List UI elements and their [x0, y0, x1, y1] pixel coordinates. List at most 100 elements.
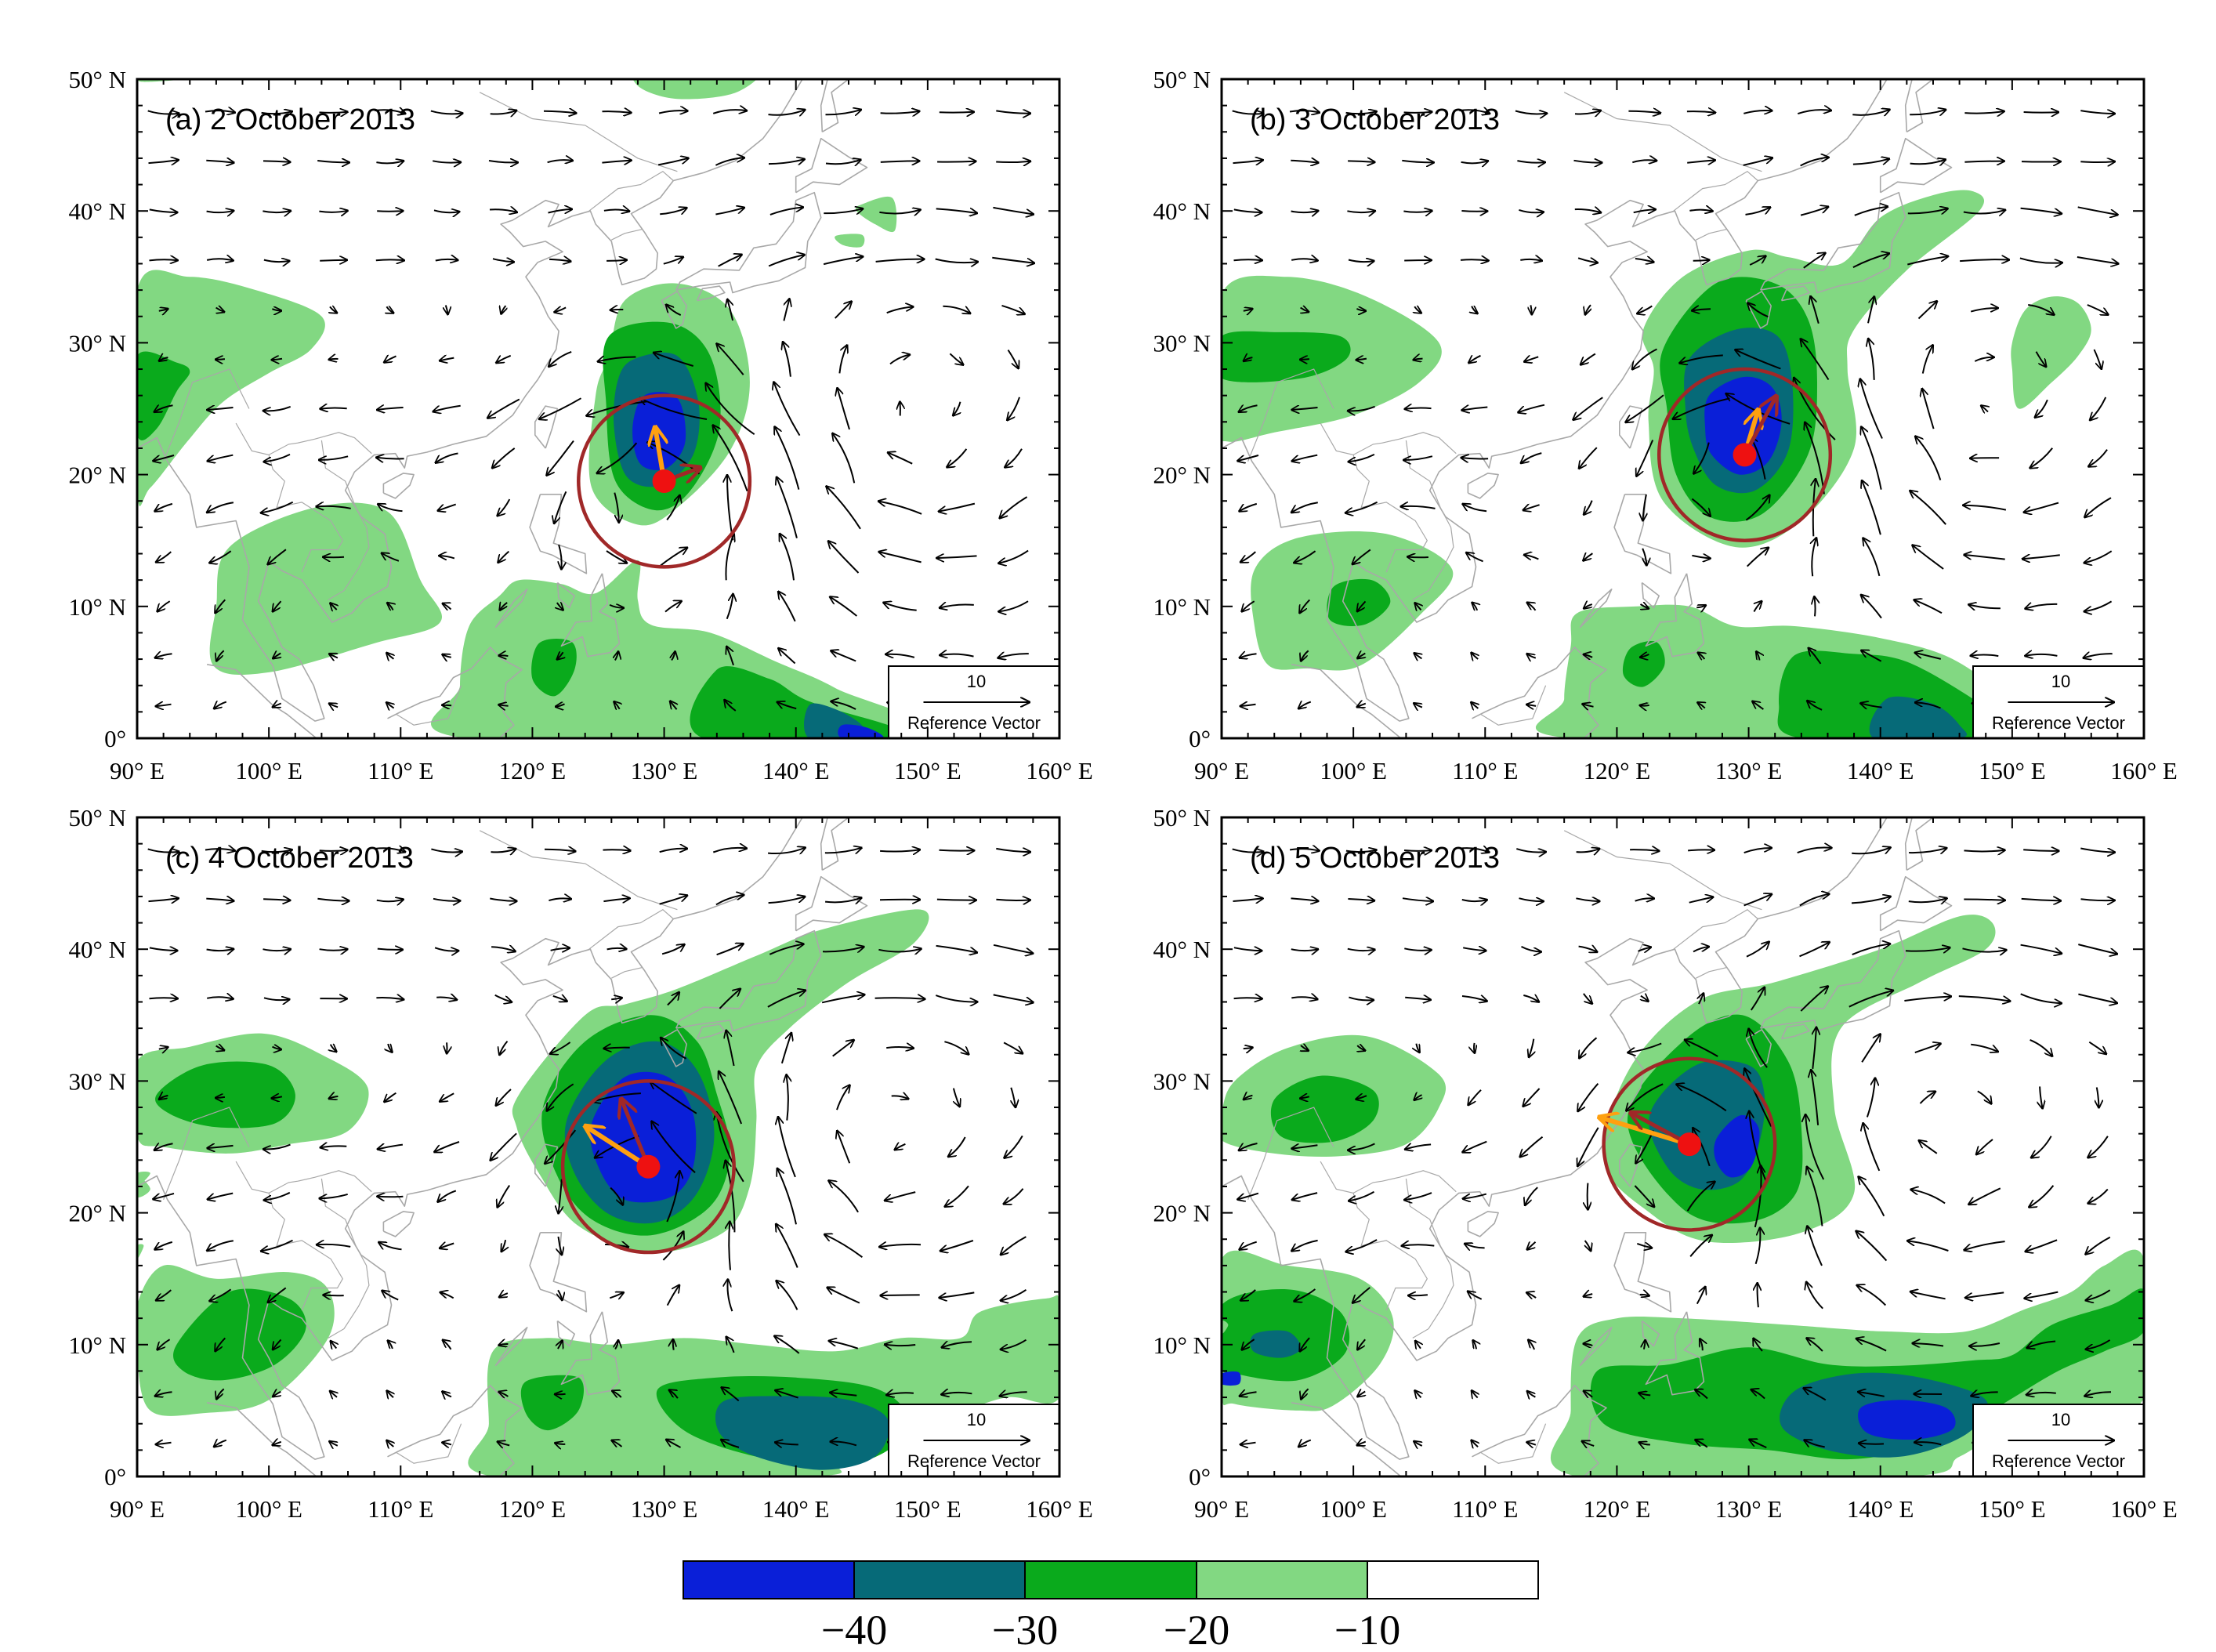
wind-vector	[1240, 705, 1256, 706]
wind-vector	[1001, 304, 1025, 314]
border-line	[396, 1423, 462, 1464]
wind-vector	[1582, 704, 1594, 707]
wind-vector	[268, 549, 287, 564]
lat-tick-label: 30° N	[68, 1067, 126, 1095]
wind-vector	[996, 849, 1030, 852]
wind-vector	[498, 498, 511, 516]
wind-vector	[550, 948, 570, 951]
wind-vector	[378, 504, 403, 513]
wind-vector	[609, 1292, 624, 1298]
panel-title: (c) 4 October 2013	[165, 842, 414, 875]
colorbar-label: −40	[821, 1607, 887, 1652]
wind-vector	[1744, 1068, 1772, 1127]
wind-vector	[1243, 309, 1253, 311]
wind-vector	[433, 899, 460, 901]
wind-vector	[1630, 850, 1659, 851]
coastline	[1759, 191, 1906, 294]
wind-vector	[443, 603, 452, 610]
wind-vector	[1414, 306, 1421, 313]
wind-vector	[263, 260, 290, 262]
wind-vector	[499, 1293, 508, 1297]
wind-vector	[1461, 211, 1487, 212]
wind-vector	[837, 1131, 851, 1164]
lon-tick-label: 110° E	[368, 1495, 433, 1523]
wind-vector	[610, 1186, 623, 1205]
reference-vector-box: 10 Reference Vector	[888, 665, 1060, 739]
wind-vector	[1462, 1140, 1487, 1153]
wind-vector	[1474, 1042, 1475, 1053]
wind-vector	[597, 442, 638, 473]
wind-vector	[944, 1041, 969, 1054]
contour-fill	[835, 234, 865, 248]
coastline	[1780, 285, 1810, 302]
wind-vector	[1526, 705, 1537, 706]
wind-vector	[375, 848, 406, 852]
wind-vector	[1868, 339, 1875, 380]
wind-vector	[2087, 304, 2109, 315]
wind-vector	[1693, 1128, 1711, 1167]
wind-vector	[889, 355, 910, 365]
wind-vector	[1905, 947, 1950, 951]
wind-vector	[940, 1240, 974, 1251]
wind-vector	[1578, 1083, 1599, 1111]
wind-vector	[215, 308, 225, 313]
wind-vector	[719, 989, 740, 1009]
wind-vector	[1357, 1392, 1365, 1397]
border-line	[611, 229, 643, 241]
wind-vector	[205, 110, 235, 112]
coastline	[494, 589, 528, 629]
wind-vector	[824, 848, 862, 853]
wind-vector	[539, 397, 582, 419]
wind-vector	[778, 592, 796, 622]
wind-vector	[158, 600, 171, 611]
wind-vector	[1861, 1034, 1881, 1063]
wind-vector	[1003, 1042, 1023, 1053]
wind-vector	[1468, 1089, 1482, 1105]
wind-vector	[1907, 208, 1948, 213]
wind-vector	[272, 1096, 283, 1098]
wind-vector	[386, 702, 394, 708]
wind-vector	[1584, 1344, 1593, 1346]
wind-vector	[1907, 256, 1948, 266]
lon-tick-label: 120° E	[1584, 757, 1651, 784]
wind-vector	[1743, 110, 1772, 114]
wind-vector	[2084, 1392, 2112, 1396]
wind-vector	[215, 599, 226, 613]
wind-vector	[148, 898, 179, 901]
wind-vector	[775, 1443, 798, 1445]
wind-vector	[272, 309, 281, 310]
wind-vector	[552, 996, 567, 1002]
wind-vector	[614, 492, 619, 523]
wind-vector	[331, 1045, 337, 1052]
wind-vector	[777, 1281, 798, 1310]
wind-vector	[378, 1145, 404, 1150]
wind-vector	[264, 1191, 291, 1201]
wind-vector	[829, 1341, 859, 1349]
wind-vector	[2019, 257, 2062, 263]
wind-vector	[1345, 111, 1377, 114]
wind-vector	[603, 898, 629, 901]
border-line	[320, 1178, 370, 1339]
wind-vector	[1240, 1392, 1257, 1396]
wind-vector	[435, 259, 458, 261]
wind-vector	[558, 1341, 563, 1349]
border-line	[1352, 432, 1457, 455]
contour-fill	[137, 351, 190, 440]
panel-frame	[1220, 816, 2145, 1478]
wind-vector	[1800, 987, 1828, 1012]
wind-vector	[992, 256, 1034, 263]
wind-vector	[216, 650, 225, 661]
border-line	[1673, 170, 1758, 212]
wind-vector	[501, 305, 506, 314]
storm-center	[652, 469, 676, 494]
border-line	[1352, 1170, 1457, 1194]
wind-vector	[1964, 111, 2004, 114]
wind-vector	[768, 897, 806, 904]
wind-vector	[263, 405, 291, 411]
border-line	[479, 830, 678, 911]
wind-vector	[208, 454, 234, 462]
wind-vector	[1521, 452, 1542, 463]
lat-tick-label: 50° N	[1153, 66, 1211, 93]
wind-vector	[156, 1443, 172, 1444]
coastline	[820, 79, 849, 132]
